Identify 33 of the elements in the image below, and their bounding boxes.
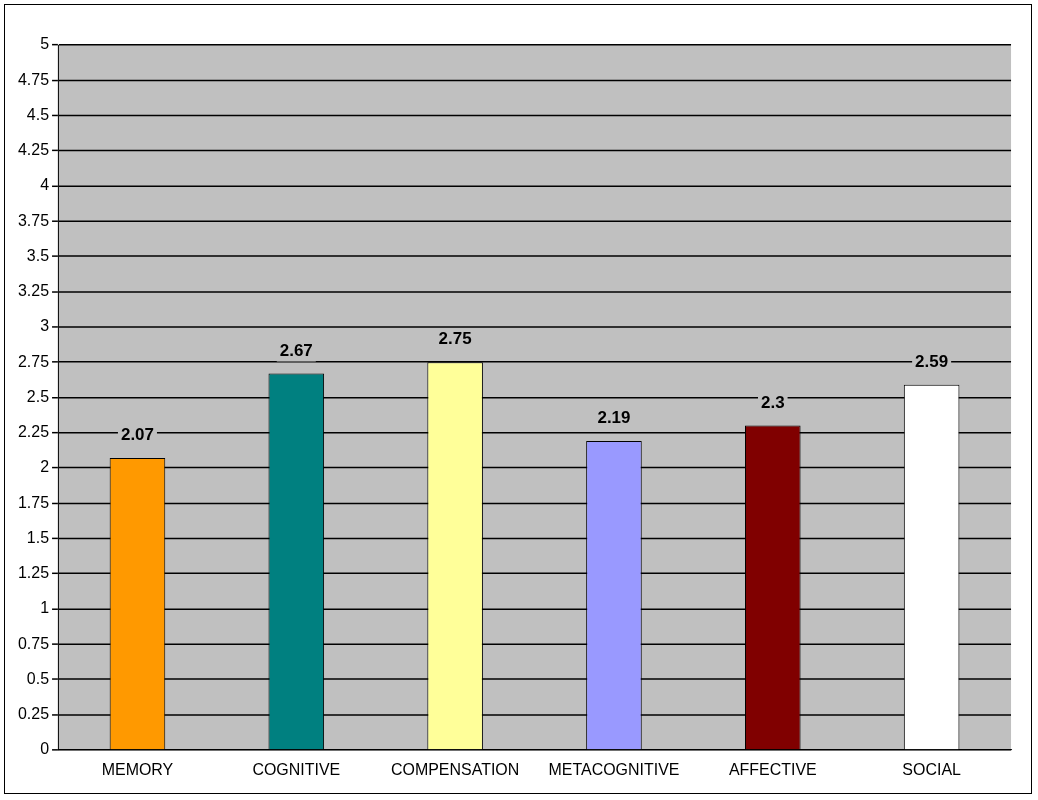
y-tick-label: 0.25 xyxy=(17,705,50,723)
y-tick-label: 4.25 xyxy=(17,141,50,159)
y-tick-label: 3.5 xyxy=(26,246,50,264)
x-tick-label: SOCIAL xyxy=(902,760,962,778)
data-label: 2.3 xyxy=(761,392,785,412)
x-tick-label: AFFECTIVE xyxy=(728,760,817,778)
y-tick-label: 0 xyxy=(40,740,50,758)
y-tick-label: 0.5 xyxy=(26,669,50,687)
y-tick-label: 3.25 xyxy=(17,282,50,300)
y-tick-label: 5 xyxy=(40,35,50,53)
x-tick-label: COGNITIVE xyxy=(252,760,341,778)
y-tick-label: 1.25 xyxy=(17,564,50,582)
y-tick-label: 1.5 xyxy=(26,528,50,546)
y-tick-label: 3.75 xyxy=(17,211,50,229)
y-tick-label: 1 xyxy=(40,599,50,617)
y-tick-label: 2.25 xyxy=(17,423,50,441)
y-tick-label: 0.75 xyxy=(17,634,50,652)
y-tick-label: 1.75 xyxy=(17,493,50,511)
y-tick-label: 4 xyxy=(40,176,50,194)
data-label: 2.67 xyxy=(279,340,313,360)
x-tick-label: METACOGNITIVE xyxy=(548,760,680,778)
x-tick-label: COMPENSATION xyxy=(390,760,520,778)
y-tick-label: 3 xyxy=(40,317,50,335)
y-tick-label: 2 xyxy=(40,458,50,476)
data-label: 2.19 xyxy=(597,408,631,428)
data-label: 2.75 xyxy=(438,329,472,349)
y-tick-label: 2.75 xyxy=(17,352,50,370)
y-tick-label: 4.75 xyxy=(17,70,50,88)
y-tick-label: 2.5 xyxy=(26,387,50,405)
data-label: 2.59 xyxy=(915,351,949,371)
data-label: 2.07 xyxy=(120,425,154,445)
x-tick-label: MEMORY xyxy=(101,760,174,778)
y-tick-label: 4.5 xyxy=(26,105,50,123)
